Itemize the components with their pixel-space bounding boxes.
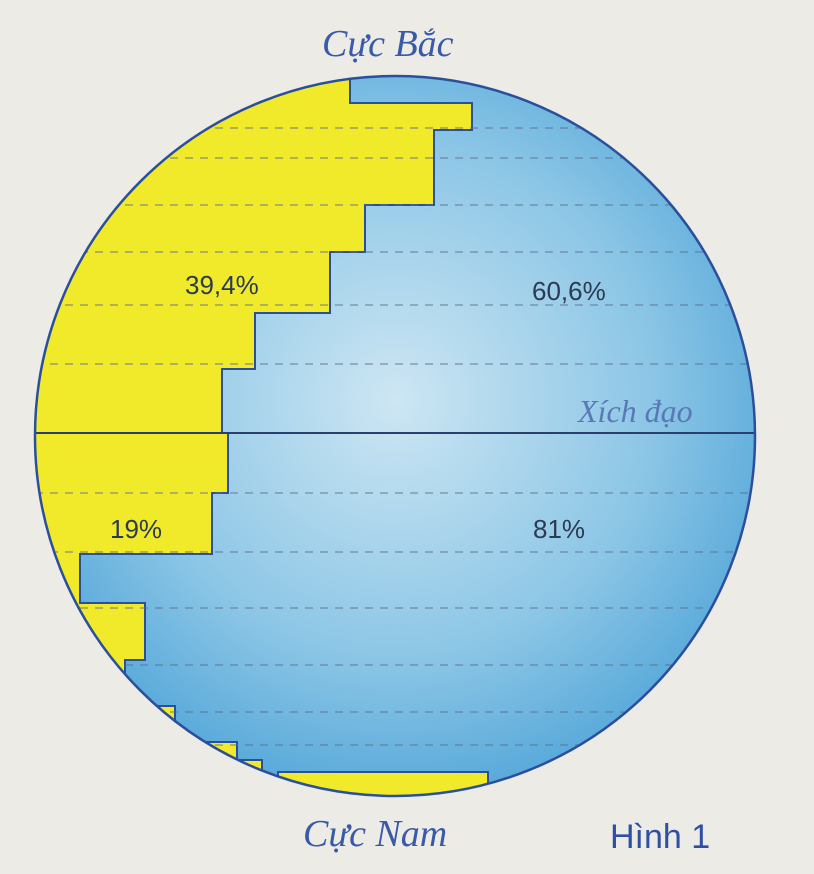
south-water-percent: 81%: [533, 514, 585, 544]
globe-outline: [33, 74, 757, 798]
north-pole-label: Cực Bắc: [322, 23, 454, 65]
north-land-percent: 39,4%: [185, 270, 259, 300]
equator-label: Xích đạo: [576, 393, 693, 429]
north-water-percent: 60,6%: [532, 276, 606, 306]
south-pole-label: Cực Nam: [303, 813, 448, 855]
south-land-percent: 19%: [110, 514, 162, 544]
figure-caption: Hình 1: [610, 818, 711, 856]
